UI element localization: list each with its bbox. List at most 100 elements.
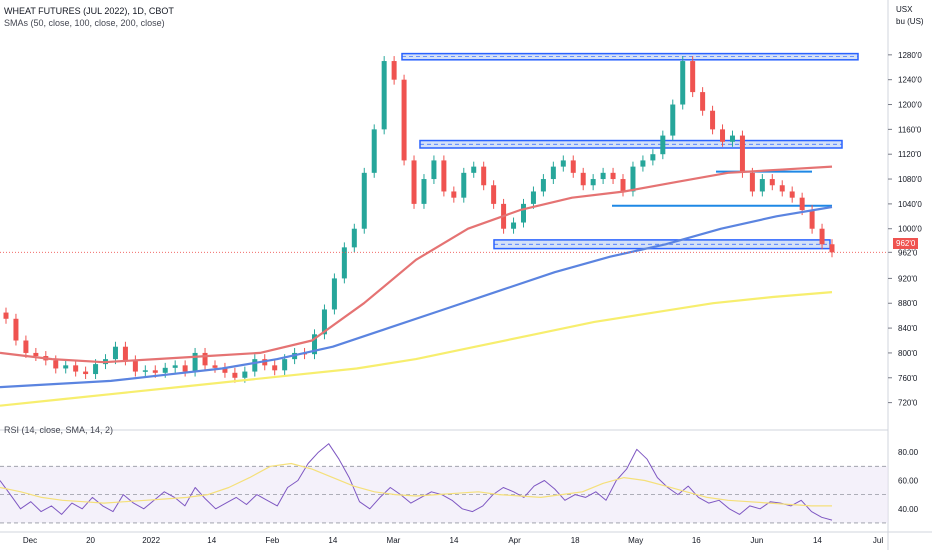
candle-body <box>162 367 168 373</box>
candle-body <box>63 365 69 369</box>
time-tick-label: 14 <box>450 536 459 545</box>
candle-body <box>421 179 427 204</box>
candle-body <box>451 191 457 198</box>
price-tick-label: 1160'0 <box>898 125 922 134</box>
price-tick-label: 920'0 <box>898 274 918 283</box>
candle-body <box>212 365 218 368</box>
candle-body <box>401 79 407 161</box>
axis-currency: USX <box>896 5 913 14</box>
candle-body <box>132 360 138 372</box>
time-tick-label: Dec <box>23 536 37 545</box>
candle-body <box>779 185 785 192</box>
candle-body <box>331 278 337 310</box>
candle-body <box>312 334 318 355</box>
sma-line <box>0 291 833 407</box>
candle-body <box>720 129 726 142</box>
candle-body <box>769 179 775 186</box>
price-tick-label: 1240'0 <box>898 76 922 85</box>
candle-body <box>829 244 835 253</box>
candle-body <box>600 172 606 180</box>
candle-body <box>471 166 477 173</box>
candle-body <box>739 135 745 173</box>
candle-body <box>391 61 397 80</box>
candle-body <box>242 371 248 378</box>
candle-body <box>620 179 626 192</box>
candle-body <box>511 222 517 229</box>
price-tick-label: 1000'0 <box>898 225 922 234</box>
candle-body <box>650 154 656 161</box>
candle-body <box>172 365 178 368</box>
candle-body <box>321 309 327 335</box>
candle-body <box>630 166 636 192</box>
candle-body <box>282 359 288 371</box>
time-tick-label: 14 <box>328 536 337 545</box>
candle-body <box>809 210 815 229</box>
candle-body <box>122 346 128 361</box>
candle-body <box>381 61 387 130</box>
candle-body <box>680 61 686 105</box>
rsi-legend: RSI (14, close, SMA, 14, 2) <box>4 425 114 435</box>
candle-body <box>441 160 447 192</box>
candle-body <box>73 365 79 372</box>
candle-body <box>461 172 467 198</box>
candle-body <box>570 160 576 173</box>
price-tick-label: 1080'0 <box>898 175 922 184</box>
rsi-tick-label: 80.00 <box>898 448 919 457</box>
rsi-line <box>0 462 832 507</box>
price-tick-label: 1280'0 <box>898 51 922 60</box>
candle-body <box>580 172 586 186</box>
candle-body <box>700 92 706 111</box>
time-tick-label: Mar <box>387 536 401 545</box>
price-tick-label: 1040'0 <box>898 200 922 209</box>
axis-unit: bu (US) <box>896 17 924 26</box>
rsi-tick-label: 40.00 <box>898 505 919 514</box>
time-tick-label: Feb <box>265 536 279 545</box>
time-tick-label: 16 <box>692 536 701 545</box>
candle-body <box>361 172 367 229</box>
candle-body <box>272 365 278 371</box>
candle-body <box>610 172 616 180</box>
time-tick-label: Apr <box>508 536 521 545</box>
time-tick-label: May <box>628 536 643 545</box>
candle-body <box>491 185 497 204</box>
candle-body <box>640 160 646 167</box>
candle-body <box>431 160 437 180</box>
candle-body <box>112 346 118 360</box>
candle-body <box>371 129 377 173</box>
candle-body <box>481 166 487 186</box>
sma-legend: SMAs (50, close, 100, close, 200, close) <box>4 18 165 28</box>
candle-body <box>550 166 556 180</box>
price-tick-label: 1200'0 <box>898 101 922 110</box>
time-tick-label: Jul <box>873 536 883 545</box>
candle-body <box>789 191 795 198</box>
candle-body <box>232 372 238 378</box>
candle-body <box>23 340 29 353</box>
candle-body <box>192 352 198 372</box>
candle-body <box>799 197 805 211</box>
candle-body <box>53 360 59 369</box>
candle-body <box>33 352 39 357</box>
candle-body <box>252 359 258 372</box>
rsi-line <box>0 443 833 521</box>
time-tick-label: 2022 <box>142 536 160 545</box>
candle-body <box>759 179 765 192</box>
time-tick-label: 14 <box>207 536 216 545</box>
price-tick-label: 800'0 <box>898 349 918 358</box>
candle-body <box>729 135 735 142</box>
candle-body <box>540 179 546 192</box>
candle-body <box>152 370 158 373</box>
rsi-tick-label: 60.00 <box>898 476 919 485</box>
candle-body <box>749 172 755 192</box>
candle-body <box>590 179 596 186</box>
price-tick-label: 720'0 <box>898 399 918 408</box>
candle-body <box>560 160 566 167</box>
price-tick-label: 880'0 <box>898 299 918 308</box>
candle-body <box>3 312 9 319</box>
candle-body <box>222 367 228 373</box>
time-tick-label: 14 <box>813 536 822 545</box>
candle-body <box>13 318 19 341</box>
candle-body <box>530 191 536 204</box>
price-tick-label: 840'0 <box>898 324 918 333</box>
chart-title: WHEAT FUTURES (JUL 2022), 1D, CBOT <box>4 6 174 16</box>
